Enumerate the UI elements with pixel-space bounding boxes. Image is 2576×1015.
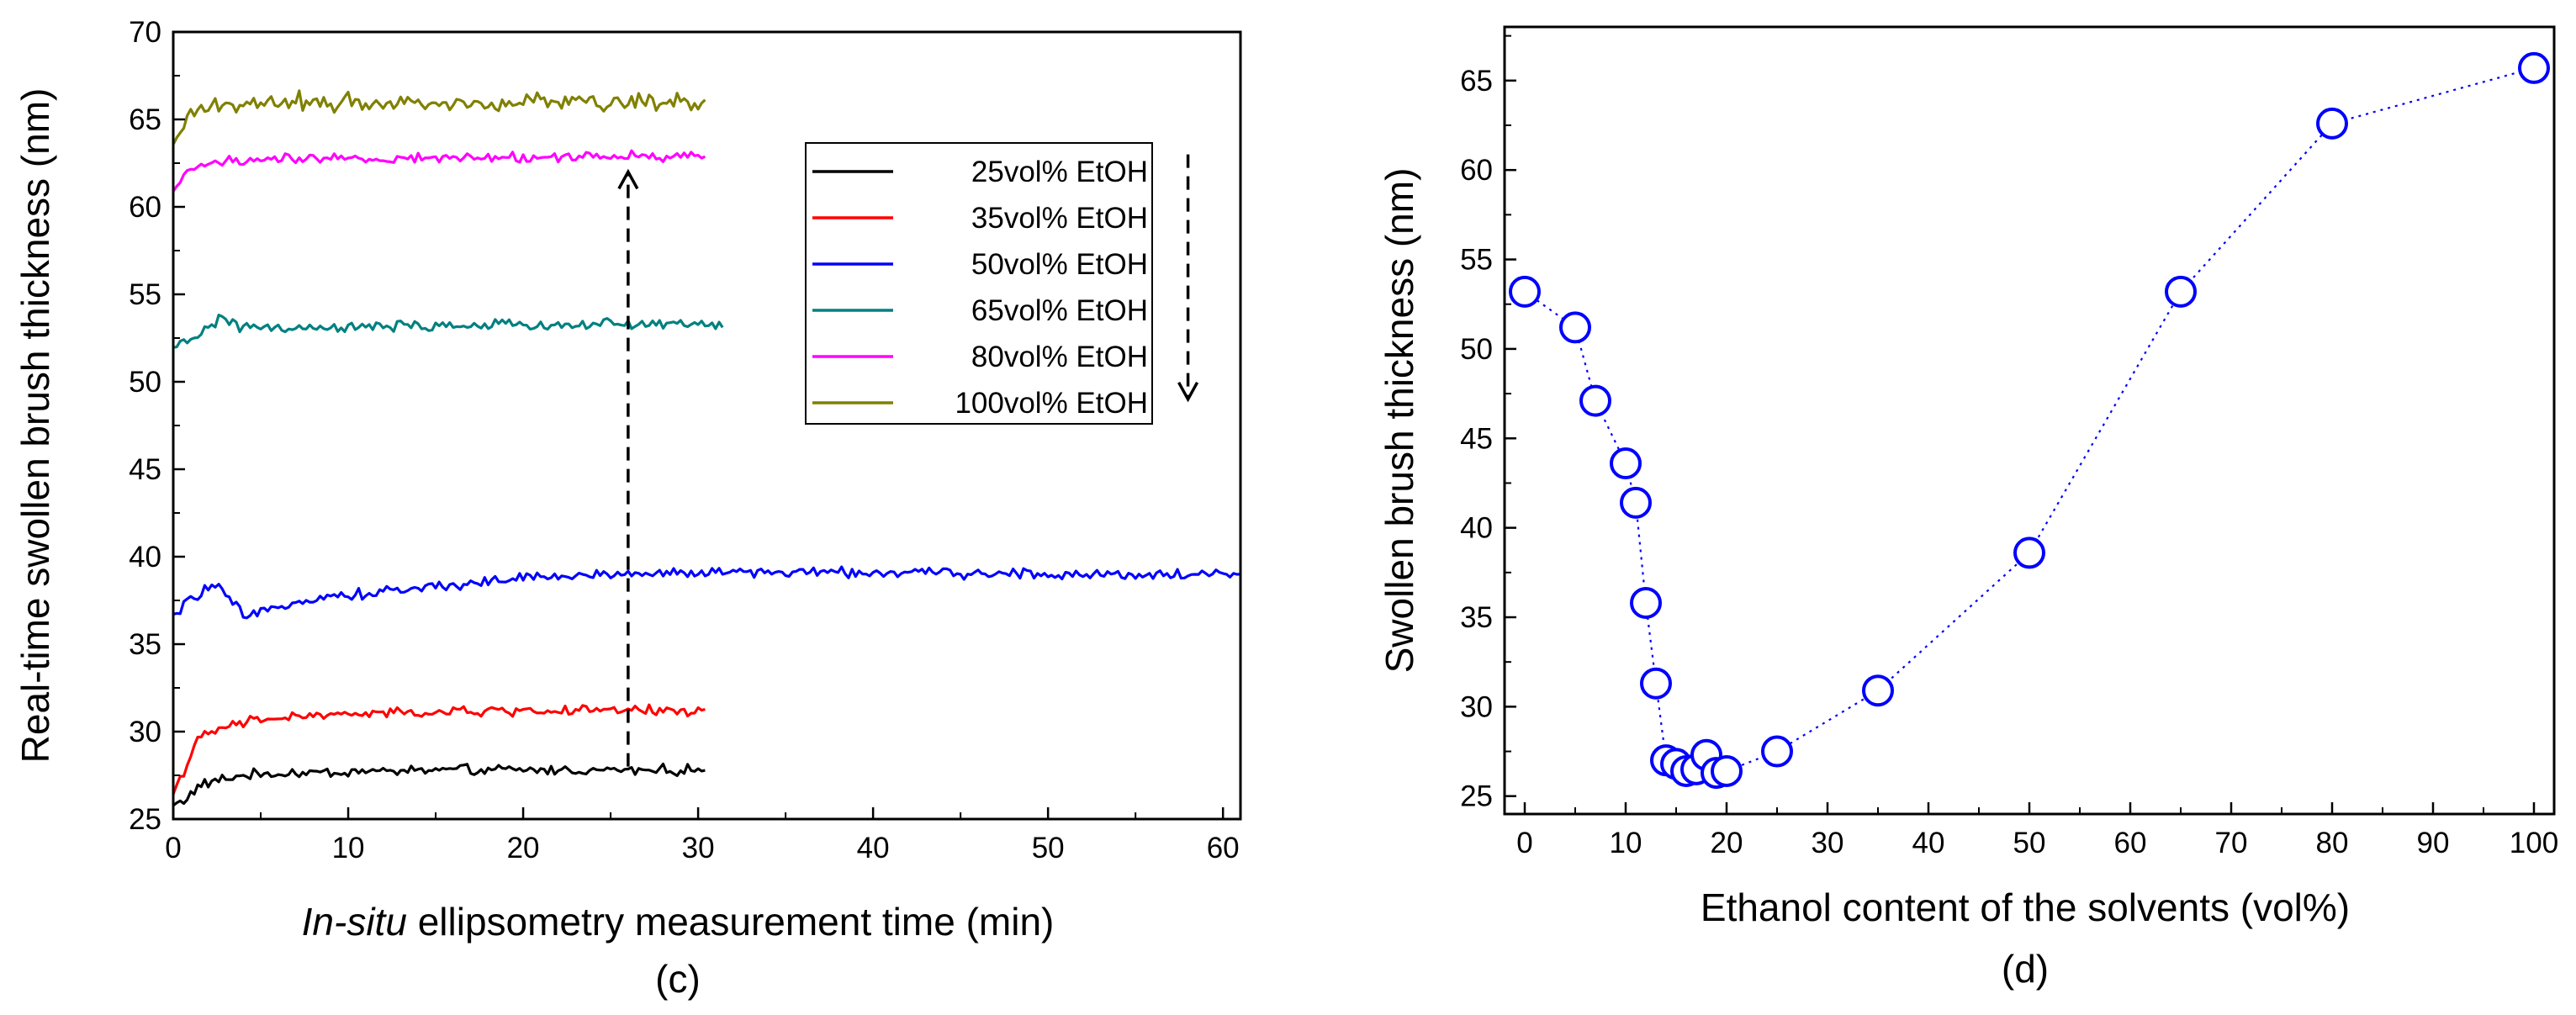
chart-c-y-axis-title: Real-time swollen brush thickness (nm): [13, 88, 57, 764]
chart-c-legend-label: 100vol% EtOH: [955, 387, 1148, 420]
chart-c-x-tick-label: 40: [857, 832, 890, 864]
chart-c-plot-area: [173, 89, 1240, 807]
chart-d-data-point: [1711, 754, 1743, 787]
chart-d-plot-area: [1509, 51, 2550, 790]
chart-c-realtime-thickness: 0 10 20 30 40 50 60 25 30 35 40 45 50 55 60 65 70 25vol%…: [13, 16, 1242, 1001]
chart-c-series-line-65vol-etoh: [173, 314, 724, 349]
chart-c-legend: 25vol% EtOH 35vol% EtOH 50vol% EtOH 65vol% …: [805, 142, 1153, 425]
chart-d-data-point: [2316, 107, 2348, 140]
chart-d-ticks: 0 10 20 30 40 50 60 70 80 90 100 25 30 35 40 45 50 55 60 65: [1460, 34, 2558, 859]
chart-c-x-tick-label: 10: [332, 832, 365, 864]
chart-d-x-tick-label: 70: [2215, 827, 2248, 859]
chart-d-y-tick-label: 40: [1460, 512, 1493, 545]
chart-d-data-point: [1579, 384, 1611, 417]
chart-d-y-axis-title: Swollen brush thickness (nm): [1378, 168, 1421, 674]
chart-d-y-tick-label: 60: [1460, 154, 1493, 187]
chart-c-annotations: [617, 154, 1199, 767]
chart-c-x-tick-label: 50: [1032, 832, 1065, 864]
chart-c-legend-label: 50vol% EtOH: [971, 248, 1148, 281]
chart-d-data-point: [1862, 674, 1894, 707]
chart-d-x-tick-label: 50: [2013, 827, 2046, 859]
chart-d-data-point: [2165, 275, 2197, 308]
chart-d-y-tick-label: 55: [1460, 244, 1493, 277]
chart-c-y-tick-label: 65: [129, 103, 161, 136]
chart-d-data-point: [1761, 735, 1793, 768]
chart-c-y-tick-label: 45: [129, 453, 161, 486]
chart-d-x-tick-label: 100: [2510, 827, 2558, 859]
chart-c-series-line-80vol-etoh: [173, 149, 706, 193]
chart-d-x-tick-label: 30: [1812, 827, 1844, 859]
chart-c-legend-box: [805, 142, 1153, 425]
chart-c-arrow-head-up: [617, 168, 639, 190]
chart-d-x-tick-label: 20: [1711, 827, 1743, 859]
chart-c-x-axis-title-rest: ellipsometry measurement time (min): [407, 900, 1054, 944]
chart-d-swollen-thickness-vs-ethanol: 0 10 20 30 40 50 60 70 80 90 100 25 30 35 40 45 50 55 60 65…: [1378, 25, 2558, 991]
chart-c-legend-label: 35vol% EtOH: [971, 202, 1148, 235]
chart-c-caption: (c): [655, 957, 701, 1001]
chart-c-legend-label: 65vol% EtOH: [971, 294, 1148, 327]
chart-d-y-tick-label: 50: [1460, 333, 1493, 366]
chart-d-y-tick-label: 35: [1460, 601, 1493, 634]
chart-c-y-tick-label: 55: [129, 278, 161, 311]
chart-c-y-tick-label: 70: [129, 16, 161, 49]
chart-c-y-tick-label: 40: [129, 541, 161, 574]
chart-d-y-tick-label: 30: [1460, 690, 1493, 723]
chart-c-series-line-35vol-etoh: [173, 703, 706, 796]
chart-d-data-point: [1559, 311, 1591, 344]
chart-d-data-point: [1610, 447, 1642, 480]
chart-d-data-point: [1620, 486, 1652, 519]
chart-c-y-tick-label: 60: [129, 191, 161, 224]
chart-c-x-tick-label: 30: [682, 832, 715, 864]
chart-d-data-point: [2518, 51, 2550, 84]
chart-c-x-tick-label: 60: [1207, 832, 1240, 864]
chart-c-x-tick-label: 0: [165, 832, 181, 864]
chart-d-x-tick-label: 60: [2114, 827, 2147, 859]
chart-c-y-tick-label: 35: [129, 628, 161, 661]
chart-c-series-line-100vol-etoh: [173, 89, 706, 145]
chart-c-y-tick-label: 25: [129, 803, 161, 836]
chart-c-y-tick-label: 50: [129, 366, 161, 399]
chart-d-connector-line: [1524, 66, 2535, 774]
chart-d-x-tick-label: 90: [2417, 827, 2450, 859]
chart-c-series-line-25vol-etoh: [173, 762, 706, 807]
chart-d-y-tick-label: 65: [1460, 65, 1493, 98]
chart-c-y-tick-label: 30: [129, 716, 161, 748]
chart-c-legend-label: 25vol% EtOH: [971, 156, 1148, 188]
chart-c-x-tick-label: 20: [507, 832, 540, 864]
chart-d-data-point: [1509, 275, 1541, 308]
chart-c-series-line-50vol-etoh: [173, 565, 1240, 620]
chart-c-x-axis-title-italic: In-situ: [302, 900, 407, 944]
chart-c-arrow-head-down: [1177, 381, 1199, 403]
chart-c-x-axis-title: In-situ ellipsometry measurement time (m…: [302, 900, 1055, 944]
chart-c-legend-label: 80vol% EtOH: [971, 341, 1148, 373]
chart-d-y-tick-label: 45: [1460, 422, 1493, 455]
chart-d-x-tick-label: 0: [1516, 827, 1532, 859]
chart-d-x-tick-label: 80: [2316, 827, 2349, 859]
chart-d-y-tick-label: 25: [1460, 780, 1493, 813]
chart-d-x-tick-label: 40: [1912, 827, 1945, 859]
chart-d-data-point: [2013, 537, 2045, 569]
chart-c-ticks: 0 10 20 30 40 50 60 25 30 35 40 45 50 55 60 65 70: [129, 16, 1240, 864]
chart-d-data-point: [1640, 667, 1672, 700]
chart-d-x-tick-label: 10: [1610, 827, 1642, 859]
chart-d-x-axis-title: Ethanol content of the solvents (vol%): [1701, 885, 2350, 929]
chart-d-data-point: [1630, 586, 1662, 619]
chart-d-caption: (d): [2002, 947, 2049, 991]
